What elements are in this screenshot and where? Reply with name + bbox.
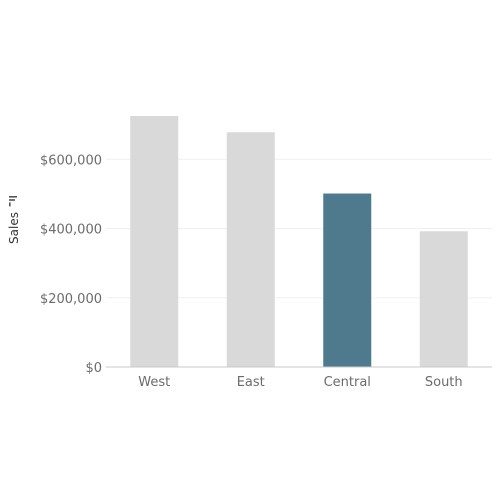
y-tick-label: $200,000 bbox=[40, 292, 102, 307]
x-category-label: South bbox=[425, 375, 463, 390]
y-tick-label: $0 bbox=[85, 361, 102, 376]
bar-east[interactable] bbox=[227, 132, 275, 367]
bar-west[interactable] bbox=[130, 116, 178, 367]
bars bbox=[130, 116, 468, 367]
sort-descending-icon[interactable] bbox=[9, 196, 17, 206]
x-category-label: Central bbox=[324, 375, 371, 390]
y-tick-label: $400,000 bbox=[40, 223, 102, 238]
bar-south[interactable] bbox=[420, 231, 468, 367]
x-category-label: West bbox=[138, 375, 170, 390]
bar-central[interactable] bbox=[323, 194, 371, 367]
x-category-label: East bbox=[237, 375, 265, 390]
y-axis-title-group[interactable]: Sales bbox=[7, 196, 21, 244]
y-axis-ticks: $0 $200,000 $400,000 $600,000 bbox=[40, 153, 102, 376]
y-axis-title: Sales bbox=[7, 212, 21, 244]
y-tick-label: $600,000 bbox=[40, 153, 102, 168]
x-axis-categories: West East Central South bbox=[138, 375, 462, 390]
